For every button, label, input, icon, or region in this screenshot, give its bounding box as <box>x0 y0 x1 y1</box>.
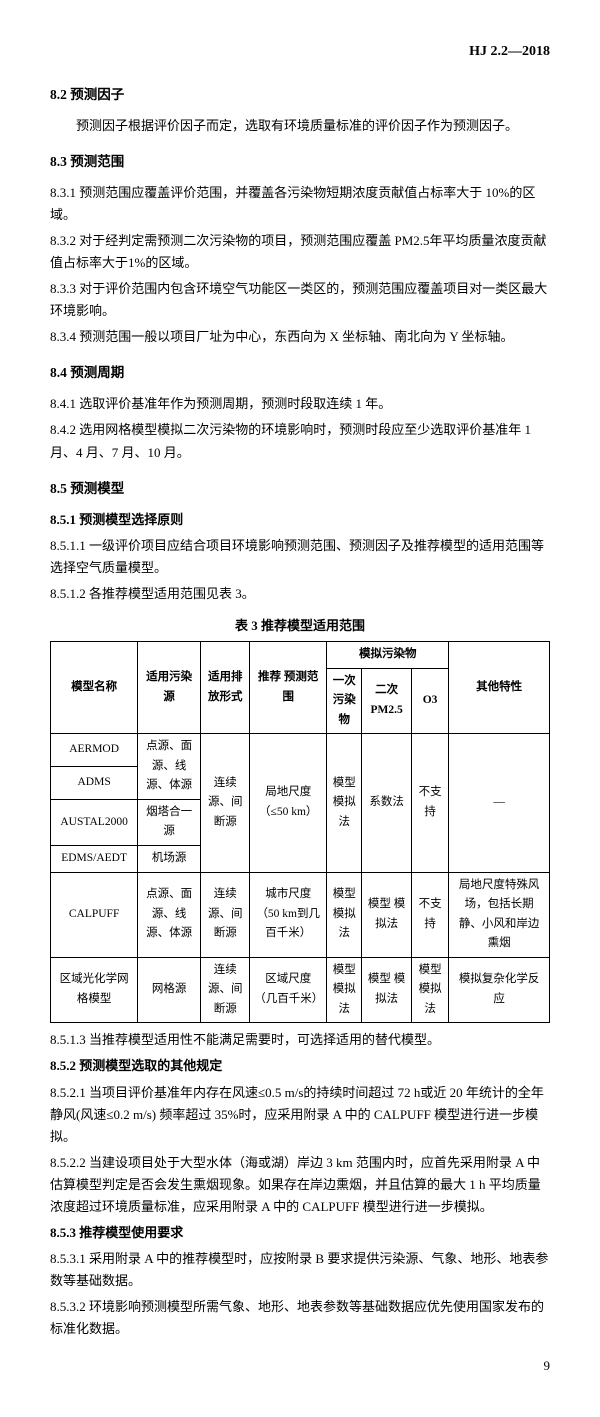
cell: 局地尺度 （≤50 km） <box>250 734 327 872</box>
cell: 点源、面源、线源、体源 <box>138 872 201 957</box>
th-pollutant: 模拟污染物 <box>327 642 449 669</box>
sec-8-3-3: 8.3.3 对于评价范围内包含环境空气功能区一类区的，预测范围应覆盖项目对一类区… <box>50 278 550 322</box>
table-row: AERMOD 点源、面源、线源、体源 连续源、间断源 局地尺度 （≤50 km）… <box>51 734 550 767</box>
cell: 区域光化学网格模型 <box>51 957 138 1023</box>
cell: AUSTAL2000 <box>51 799 138 845</box>
table-row: 区域光化学网格模型 网格源 连续源、间断源 区域尺度 （几百千米） 模型 模拟法… <box>51 957 550 1023</box>
cell: AERMOD <box>51 734 138 767</box>
page-number: 9 <box>50 1355 550 1377</box>
sec-8-5-2-2: 8.5.2.2 当建设项目处于大型水体（海或湖）岸边 3 km 范围内时，应首先… <box>50 1152 550 1218</box>
cell: 烟塔合一源 <box>138 799 201 845</box>
th-model: 模型名称 <box>51 642 138 734</box>
cell: 模拟复杂化学反应 <box>449 957 550 1023</box>
sec-8-5-2-title: 8.5.2 预测模型选取的其他规定 <box>50 1055 550 1077</box>
th-source: 适用污染源 <box>138 642 201 734</box>
cell: — <box>449 734 550 872</box>
cell: ADMS <box>51 767 138 800</box>
sec-8-4-title: 8.4 预测周期 <box>50 362 550 385</box>
cell: 局地尺度特殊风场，包括长期静、小风和岸边熏烟 <box>449 872 550 957</box>
cell: 模型 模拟法 <box>362 872 412 957</box>
sec-8-3-title: 8.3 预测范围 <box>50 151 550 174</box>
sec-8-5-1-1: 8.5.1.1 一级评价项目应结合项目环境影响预测范围、预测因子及推荐模型的适用… <box>50 535 550 579</box>
sec-8-3-1: 8.3.1 预测范围应覆盖评价范围，并覆盖各污染物短期浓度贡献值占标率大于 10… <box>50 182 550 226</box>
sec-8-5-3-title: 8.5.3 推荐模型使用要求 <box>50 1222 550 1244</box>
cell: 模型 模拟法 <box>327 734 362 872</box>
cell: 连续源、间断源 <box>201 734 250 872</box>
cell: 模型 模拟法 <box>411 957 448 1023</box>
cell: 模型 模拟法 <box>362 957 412 1023</box>
sec-8-4-2: 8.4.2 选用网格模型模拟二次污染物的环境影响时，预测时段应至少选取评价基准年… <box>50 419 550 463</box>
cell: EDMS/AEDT <box>51 845 138 872</box>
sec-8-2-title: 8.2 预测因子 <box>50 84 550 107</box>
sec-8-5-title: 8.5 预测模型 <box>50 478 550 501</box>
sec-8-5-3-2: 8.5.3.2 环境影响预测模型所需气象、地形、地表参数等基础数据应优先使用国家… <box>50 1296 550 1340</box>
cell: 不支持 <box>411 872 448 957</box>
th-emit: 适用排放形式 <box>201 642 250 734</box>
sec-8-3-2: 8.3.2 对于经判定需预测二次污染物的项目，预测范围应覆盖 PM2.5年平均质… <box>50 230 550 274</box>
cell: 机场源 <box>138 845 201 872</box>
th-primary: 一次污染物 <box>327 668 362 734</box>
doc-header: HJ 2.2—2018 <box>50 40 550 64</box>
sec-8-5-3-1: 8.5.3.1 采用附录 A 中的推荐模型时，应按附录 B 要求提供污染源、气象… <box>50 1248 550 1292</box>
th-other: 其他特性 <box>449 642 550 734</box>
cell: 模型 模拟法 <box>327 957 362 1023</box>
sec-8-5-1-3: 8.5.1.3 当推荐模型适用性不能满足需要时，可选择适用的替代模型。 <box>50 1029 550 1051</box>
sec-8-5-1-2: 8.5.1.2 各推荐模型适用范围见表 3。 <box>50 583 550 605</box>
table-3-title: 表 3 推荐模型适用范围 <box>50 615 550 637</box>
th-o3: O3 <box>411 668 448 734</box>
sec-8-3-4: 8.3.4 预测范围一般以项目厂址为中心，东西向为 X 坐标轴、南北向为 Y 坐… <box>50 326 550 348</box>
cell: CALPUFF <box>51 872 138 957</box>
cell: 连续源、间断源 <box>201 957 250 1023</box>
cell: 系数法 <box>362 734 412 872</box>
table-row: 模型名称 适用污染源 适用排放形式 推荐 预测范围 模拟污染物 其他特性 <box>51 642 550 669</box>
cell: 连续源、间断源 <box>201 872 250 957</box>
cell: 城市尺度 （50 km到几百千米） <box>250 872 327 957</box>
sec-8-4-1: 8.4.1 选取评价基准年作为预测周期，预测时段取连续 1 年。 <box>50 393 550 415</box>
cell: 网格源 <box>138 957 201 1023</box>
th-range: 推荐 预测范围 <box>250 642 327 734</box>
sec-8-2-para: 预测因子根据评价因子而定，选取有环境质量标准的评价因子作为预测因子。 <box>50 115 550 137</box>
cell: 模型 模拟法 <box>327 872 362 957</box>
cell: 区域尺度 （几百千米） <box>250 957 327 1023</box>
cell: 不支持 <box>411 734 448 872</box>
cell: 点源、面源、线源、体源 <box>138 734 201 800</box>
sec-8-5-2-1: 8.5.2.1 当项目评价基准年内存在风速≤0.5 m/s的持续时间超过 72 … <box>50 1082 550 1148</box>
table-3: 模型名称 适用污染源 适用排放形式 推荐 预测范围 模拟污染物 其他特性 一次污… <box>50 641 550 1023</box>
th-pm25: 二次 PM2.5 <box>362 668 412 734</box>
sec-8-5-1-title: 8.5.1 预测模型选择原则 <box>50 509 550 531</box>
table-row: CALPUFF 点源、面源、线源、体源 连续源、间断源 城市尺度 （50 km到… <box>51 872 550 957</box>
